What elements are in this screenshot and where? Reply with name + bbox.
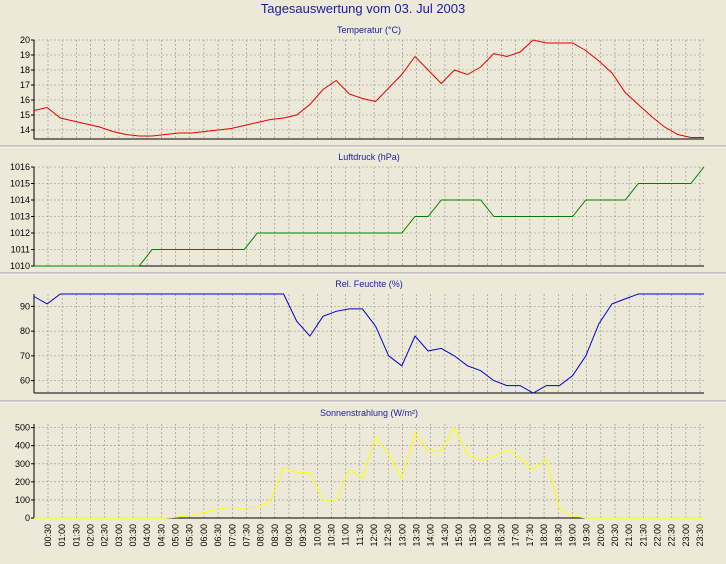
y-tick-label: 90 [20, 301, 30, 311]
x-tick-label: 22:00 [652, 524, 662, 547]
y-tick-label: 400 [15, 441, 30, 451]
x-tick-label: 14:30 [440, 524, 450, 547]
x-tick-label: 00:30 [43, 524, 53, 547]
x-tick-label: 04:00 [142, 524, 152, 547]
x-tick-label: 04:30 [156, 524, 166, 547]
y-tick-label: 18 [20, 65, 30, 75]
y-tick-label: 16 [20, 95, 30, 105]
x-tick-label: 14:00 [426, 524, 436, 547]
y-tick-label: 1011 [11, 245, 30, 255]
x-tick-label: 19:00 [567, 524, 577, 547]
y-tick-label: 15 [20, 110, 30, 120]
x-tick-label: 12:00 [369, 524, 379, 547]
y-tick-label: 1016 [10, 162, 30, 172]
x-tick-label: 02:30 [100, 524, 110, 547]
x-tick-label: 08:30 [270, 524, 280, 547]
y-tick-label: 0 [25, 513, 30, 523]
panel-title: Luftdruck (hPa) [338, 152, 400, 162]
y-tick-label: 1010 [10, 261, 30, 271]
x-tick-label: 07:00 [227, 524, 237, 547]
x-tick-label: 17:00 [511, 524, 521, 547]
x-tick-label: 10:00 [312, 524, 322, 547]
x-tick-label: 13:30 [412, 524, 422, 547]
x-tick-label: 17:30 [525, 524, 535, 547]
x-tick-label: 21:30 [638, 524, 648, 547]
x-tick-label: 05:00 [171, 524, 181, 547]
y-tick-label: 200 [15, 477, 30, 487]
x-tick-label: 09:00 [284, 524, 294, 547]
x-tick-label: 20:30 [610, 524, 620, 547]
x-tick-label: 10:30 [326, 524, 336, 547]
x-tick-label: 20:00 [596, 524, 606, 547]
x-tick-label: 11:00 [341, 524, 351, 546]
x-tick-label: 22:30 [667, 524, 677, 547]
x-tick-label: 03:00 [114, 524, 124, 547]
x-tick-label: 16:30 [497, 524, 507, 547]
x-tick-label: 15:30 [468, 524, 478, 547]
series-line [33, 293, 704, 394]
x-tick-label: 23:30 [695, 524, 705, 547]
y-tick-label: 1013 [10, 212, 30, 222]
y-tick-label: 300 [15, 459, 30, 469]
series-line [33, 39, 704, 138]
x-tick-label: 06:00 [199, 524, 209, 547]
y-tick-label: 1012 [10, 228, 30, 238]
page-title: Tagesauswertung vom 03. Jul 2003 [260, 1, 466, 16]
y-tick-label: 1014 [10, 195, 30, 205]
x-tick-label: 15:00 [454, 524, 464, 547]
x-tick-label: 06:30 [213, 524, 223, 547]
y-tick-label: 19 [20, 50, 30, 60]
y-tick-label: 70 [20, 351, 30, 361]
y-tick-label: 20 [20, 35, 30, 45]
x-tick-label: 13:00 [397, 524, 407, 547]
y-tick-label: 17 [20, 80, 30, 90]
y-tick-label: 100 [15, 495, 30, 505]
panel-title: Sonnenstrahlung (W/m²) [320, 408, 418, 418]
x-tick-label: 19:30 [582, 524, 592, 547]
x-tick-label: 18:00 [539, 524, 549, 547]
x-tick-label: 08:00 [256, 524, 266, 547]
y-tick-label: 500 [15, 423, 30, 433]
panel-title: Rel. Feuchte (%) [335, 279, 403, 289]
x-tick-label: 05:30 [185, 524, 195, 547]
x-tick-label: 03:30 [128, 524, 138, 547]
x-tick-label: 01:00 [57, 524, 67, 547]
series-line [34, 426, 704, 519]
y-tick-label: 14 [20, 125, 30, 135]
x-tick-label: 09:30 [298, 524, 308, 547]
x-tick-label: 11:30 [355, 524, 365, 546]
x-tick-label: 02:00 [86, 524, 96, 547]
x-tick-label: 07:30 [241, 524, 251, 547]
x-tick-label: 18:30 [553, 524, 563, 547]
y-tick-label: 80 [20, 326, 30, 336]
x-tick-label: 21:00 [624, 524, 634, 547]
x-tick-label: 12:30 [383, 524, 393, 547]
y-tick-label: 60 [20, 376, 30, 386]
y-tick-label: 1015 [10, 179, 30, 189]
x-tick-label: 23:00 [681, 524, 691, 547]
panel-title: Temperatur (°C) [337, 25, 401, 35]
x-tick-label: 01:30 [71, 524, 81, 547]
series-line [34, 166, 705, 267]
x-tick-label: 16:00 [482, 524, 492, 547]
